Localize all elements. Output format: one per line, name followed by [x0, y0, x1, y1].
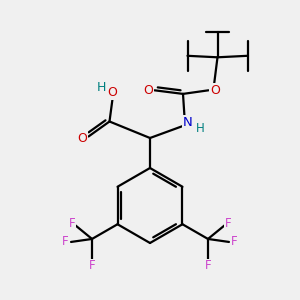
Text: H: H [96, 81, 106, 94]
Text: O: O [77, 131, 87, 145]
Text: F: F [89, 260, 95, 272]
Text: O: O [108, 86, 117, 99]
Text: H: H [196, 122, 205, 135]
Text: O: O [143, 84, 153, 97]
Text: F: F [225, 217, 231, 230]
Text: F: F [69, 217, 75, 230]
Text: F: F [205, 260, 211, 272]
Text: F: F [231, 236, 238, 248]
Text: O: O [210, 84, 220, 97]
Text: N: N [183, 116, 192, 130]
Text: F: F [62, 236, 69, 248]
